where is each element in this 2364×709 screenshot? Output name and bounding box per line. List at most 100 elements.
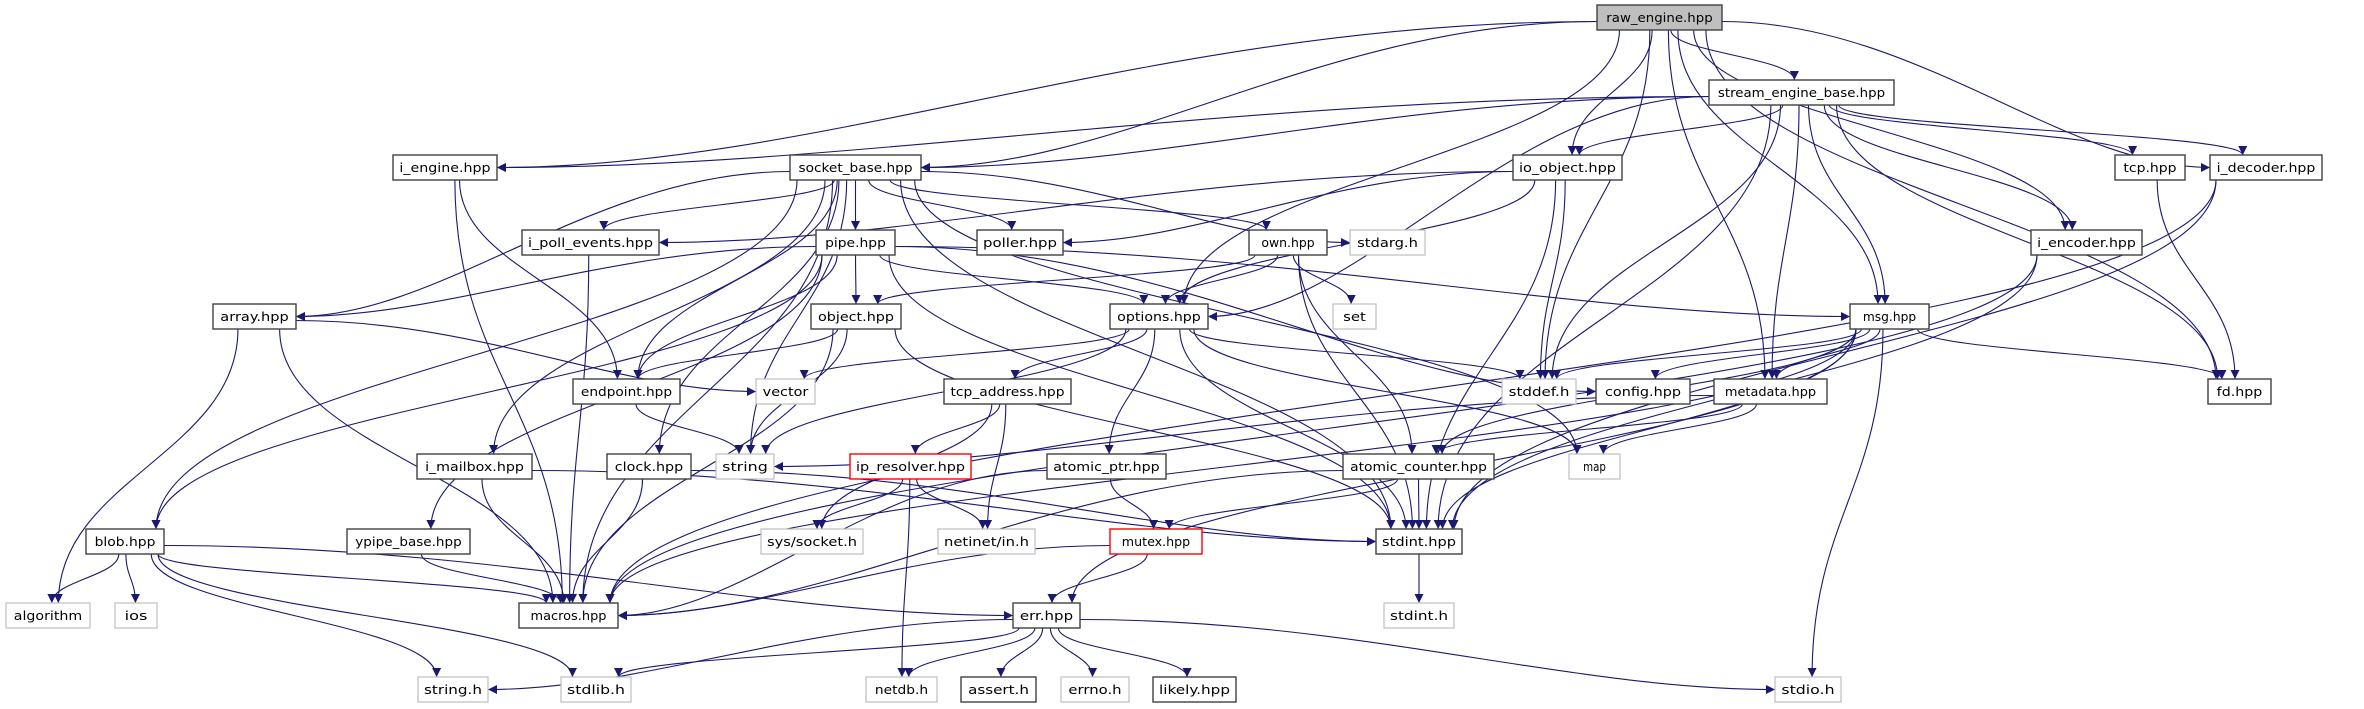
- edge-i_poll_events-to-macros: [565, 254, 590, 604]
- edge-stream_engine_base-to-tcp: [1828, 104, 2137, 156]
- node-io-object[interactable]: io_object.hpp: [1512, 154, 1623, 181]
- edge-pipe-to-endpoint: [633, 254, 838, 380]
- node-ypipe-base[interactable]: ypipe_base.hpp: [346, 528, 471, 555]
- edge-err-to-likely: [1057, 627, 1192, 678]
- node-label: stdarg.h: [1357, 235, 1418, 250]
- node-box: [85, 528, 165, 555]
- node-label: ios: [125, 608, 148, 623]
- node-i-decoder[interactable]: i_decoder.hpp: [2209, 154, 2323, 181]
- node-box: [1512, 154, 1623, 181]
- edge-stream_engine_base-to-socket_base: [920, 95, 1710, 172]
- node-label: stdint.h: [1390, 608, 1448, 623]
- edge-err-to-netdb: [904, 627, 1036, 678]
- node-box: [865, 676, 938, 703]
- node-macros[interactable]: macros.hpp: [518, 602, 619, 629]
- node-own[interactable]: own.hpp: [1248, 229, 1328, 256]
- edge-object-to-macros: [578, 328, 834, 604]
- edge-object-to-stdint_hpp: [894, 328, 1396, 530]
- node-box: [212, 303, 297, 330]
- edge-ip_resolver-to-netdb: [897, 478, 911, 678]
- node-likely[interactable]: likely.hpp: [1152, 676, 1237, 703]
- node-box: [1713, 378, 1828, 405]
- edge-socket_base-to-clock: [654, 179, 840, 455]
- edges-layer: [47, 20, 2248, 694]
- node-config[interactable]: config.hpp: [1595, 378, 1691, 405]
- node-options[interactable]: options.hpp: [1109, 303, 1209, 330]
- node-i-poll-events[interactable]: i_poll_events.hpp: [521, 229, 660, 256]
- node-assert[interactable]: assert.h: [960, 676, 1037, 703]
- edge-atomic_ptr-to-mutex: [1109, 478, 1159, 530]
- edge-endpoint-to-string: [635, 403, 744, 455]
- node-array[interactable]: array.hpp: [212, 303, 297, 330]
- node-poller[interactable]: poller.hpp: [976, 229, 1064, 256]
- node-err[interactable]: err.hpp: [1012, 602, 1081, 629]
- node-box: [1046, 453, 1167, 480]
- edge-msg-to-fd: [1916, 328, 2227, 380]
- edge-options-to-stdint_hpp: [1179, 328, 1411, 530]
- edge-socket_base-to-poller: [868, 179, 1017, 231]
- node-object[interactable]: object.hpp: [810, 303, 902, 330]
- node-stdint-hpp[interactable]: stdint.hpp: [1375, 528, 1463, 555]
- node-box: [1849, 303, 1930, 330]
- node-box: [943, 378, 1072, 405]
- node-tcp-address[interactable]: tcp_address.hpp: [943, 378, 1072, 405]
- node-i-mailbox[interactable]: i_mailbox.hpp: [416, 453, 533, 480]
- node-label: ip_resolver.hpp: [856, 459, 965, 474]
- edge-options-to-map: [1193, 328, 1582, 455]
- edge-tcp_address-to-netinet_in: [983, 403, 1007, 530]
- edge-own-to-stdint_hpp: [1297, 254, 1417, 530]
- node-label: msg.hpp: [1863, 309, 1916, 324]
- node-i-engine[interactable]: i_engine.hpp: [392, 154, 498, 181]
- node-atomic-ptr[interactable]: atomic_ptr.hpp: [1046, 453, 1167, 480]
- node-metadata[interactable]: metadata.hpp: [1713, 378, 1828, 405]
- edge-stream_engine_base-to-io_object: [1574, 104, 1784, 156]
- edge-stream_engine_base-to-msg: [1807, 104, 1890, 305]
- node-box: [1109, 528, 1203, 555]
- edge-raw_engine-to-io_object: [1567, 29, 1653, 156]
- node-label: tcp.hpp: [2123, 160, 2176, 175]
- node-box: [1342, 453, 1495, 480]
- edge-raw_engine-to-socket_base: [920, 20, 1598, 172]
- edge-socket_base-to-map: [914, 179, 1582, 455]
- node-box: [346, 528, 471, 555]
- node-label: macros.hpp: [531, 608, 607, 623]
- node-tcp[interactable]: tcp.hpp: [2114, 154, 2186, 181]
- node-endpoint[interactable]: endpoint.hpp: [572, 378, 681, 405]
- node-box: [2030, 229, 2143, 256]
- node-socket-base[interactable]: socket_base.hpp: [789, 154, 922, 181]
- node-blob[interactable]: blob.hpp: [85, 528, 165, 555]
- edge-blob-to-string_h: [150, 553, 442, 678]
- node-clock[interactable]: clock.hpp: [606, 453, 692, 480]
- node-fd[interactable]: fd.hpp: [2207, 378, 2272, 405]
- node-box: [937, 528, 1036, 555]
- edge-metadata-to-map: [1598, 403, 1757, 455]
- edge-socket_base-to-i_poll_events: [599, 179, 835, 231]
- node-raw-engine[interactable]: raw_engine.hpp: [1596, 4, 1723, 31]
- edge-err-to-string_h: [487, 618, 1014, 694]
- edge-stream_engine_base-to-i_decoder: [1838, 104, 2248, 156]
- node-ip-resolver[interactable]: ip_resolver.hpp: [849, 453, 972, 480]
- node-label: i_decoder.hpp: [2217, 160, 2316, 175]
- node-stdio: stdio.h: [1774, 676, 1842, 703]
- node-mutex[interactable]: mutex.hpp: [1109, 528, 1203, 555]
- edge-socket_base-to-i_mailbox: [489, 179, 826, 455]
- edge-i_encoder-to-macros: [605, 254, 2038, 604]
- node-box: [2209, 154, 2323, 181]
- node-stream-engine-base[interactable]: stream_engine_base.hpp: [1708, 79, 1895, 106]
- edge-object-to-endpoint: [633, 328, 839, 380]
- edge-array-to-macros: [279, 328, 558, 604]
- node-i-encoder[interactable]: i_encoder.hpp: [2030, 229, 2143, 256]
- node-box: [606, 453, 692, 480]
- node-label: i_engine.hpp: [399, 160, 490, 175]
- node-label: array.hpp: [220, 309, 288, 324]
- edge-raw_engine-to-msg: [1677, 29, 1883, 305]
- node-pipe[interactable]: pipe.hpp: [815, 229, 896, 256]
- node-box: [1595, 378, 1691, 405]
- node-box: [5, 602, 91, 629]
- node-msg[interactable]: msg.hpp: [1849, 303, 1930, 330]
- node-atomic-counter[interactable]: atomic_counter.hpp: [1342, 453, 1495, 480]
- edge-atomic_counter-to-mutex: [1164, 478, 1399, 530]
- node-box: [960, 676, 1037, 703]
- node-box: [976, 229, 1064, 256]
